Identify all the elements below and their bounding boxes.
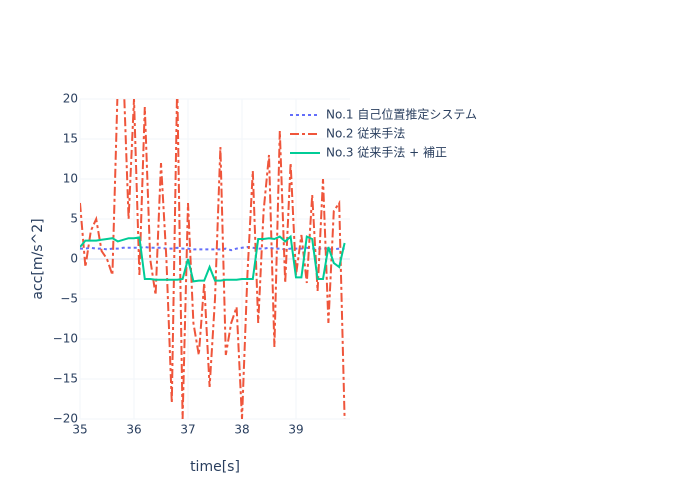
legend-label: No.3 従来手法 + 補正 [326,146,447,160]
series-line [80,99,346,419]
x-tick-label: 37 [180,423,195,437]
y-tick-label: 0 [70,252,78,266]
y-tick-label: 5 [70,212,78,226]
y-tick-label: 15 [63,132,78,146]
y-tick-label: −5 [60,292,78,306]
y-axis-title: acc[m/s^2] [30,218,46,299]
x-axis-title: time[s] [190,459,240,475]
y-tick-label: −15 [53,372,78,386]
y-tick-label: −20 [53,412,78,426]
x-tick-label: 38 [234,423,249,437]
grid [79,98,350,420]
x-tick-label: 39 [288,423,303,437]
x-tick-label: 35 [72,423,87,437]
legend: No.1 自己位置推定システム No.2 従来手法 No.3 従来手法 + 補正 [290,107,477,160]
y-tick-label: −10 [53,332,78,346]
series-line [80,234,346,283]
legend-label: No.1 自己位置推定システム [326,107,477,122]
labels: time[s] acc[m/s^2] −20 −15 −10 −5 0 5 10 15 20 35… [30,92,304,476]
y-tick-label: 10 [63,172,78,186]
x-tick-label: 36 [126,423,141,437]
y-tick-label: 20 [63,92,78,106]
plot-area [80,99,346,419]
legend-label: No.2 従来手法 [326,127,405,141]
